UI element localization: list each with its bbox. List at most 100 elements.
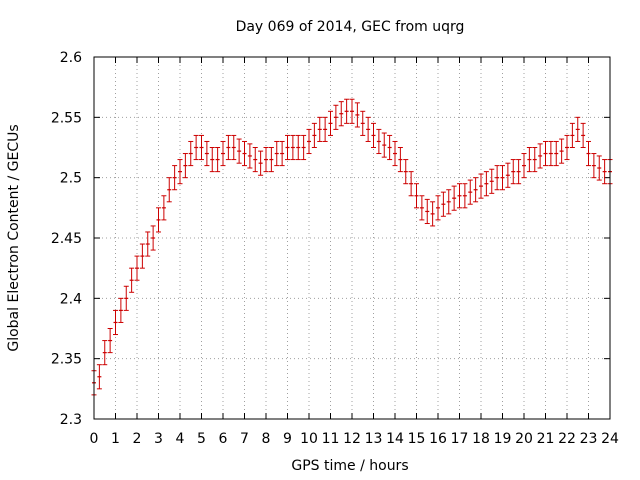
y-tick-label: 2.6 xyxy=(60,50,82,66)
x-tick-label: 14 xyxy=(386,431,404,447)
data-point xyxy=(381,132,387,158)
data-point xyxy=(397,147,403,173)
data-point xyxy=(150,225,156,251)
data-point xyxy=(145,231,151,257)
y-axis-label: Global Electron Content / GECUs xyxy=(6,124,22,351)
data-point xyxy=(242,140,247,167)
data-point xyxy=(365,116,371,142)
x-tick-label: 23 xyxy=(580,431,598,447)
data-point xyxy=(440,191,446,217)
data-point xyxy=(134,255,140,281)
data-point xyxy=(118,297,124,323)
data-point xyxy=(494,165,500,191)
data-point xyxy=(403,159,409,185)
x-tick-label: 21 xyxy=(537,431,555,447)
x-tick-label: 8 xyxy=(262,431,271,447)
data-point xyxy=(258,150,264,176)
data-point xyxy=(204,140,210,167)
data-point xyxy=(107,328,113,354)
y-tick-label: 2.45 xyxy=(51,231,82,247)
data-point xyxy=(268,147,274,173)
x-tick-label: 9 xyxy=(283,431,292,447)
x-tick-label: 24 xyxy=(601,431,619,447)
x-tick-label: 13 xyxy=(365,431,383,447)
data-point xyxy=(435,195,441,221)
data-point xyxy=(489,168,495,194)
data-point xyxy=(510,159,516,185)
data-point xyxy=(220,140,226,167)
data-point xyxy=(290,134,296,161)
data-point xyxy=(274,140,280,167)
x-tick-label: 15 xyxy=(408,431,426,447)
data-point xyxy=(580,122,586,148)
data-point xyxy=(301,134,307,161)
data-point xyxy=(161,195,167,221)
x-tick-label: 5 xyxy=(197,431,206,447)
data-point xyxy=(333,104,339,130)
data-point xyxy=(354,102,360,128)
data-point xyxy=(505,162,511,188)
data-point xyxy=(123,285,129,311)
x-tick-label: 3 xyxy=(154,431,163,447)
plot-frame xyxy=(93,56,611,420)
data-point xyxy=(467,179,473,205)
x-tick-label: 17 xyxy=(451,431,469,447)
x-tick-label: 0 xyxy=(90,431,99,447)
data-point xyxy=(199,134,204,161)
data-point xyxy=(225,134,231,161)
data-point xyxy=(543,140,548,167)
data-point xyxy=(451,185,457,211)
data-point xyxy=(247,143,253,169)
data-point xyxy=(586,140,591,167)
y-tick-label: 2.55 xyxy=(51,110,82,126)
x-tick-label: 11 xyxy=(322,431,340,447)
x-tick-label: 6 xyxy=(219,431,228,447)
data-point xyxy=(215,147,221,173)
data-point xyxy=(113,309,118,336)
y-tick-label: 2.3 xyxy=(60,412,82,428)
data-point xyxy=(575,116,581,142)
data-point xyxy=(483,171,489,197)
data-point xyxy=(360,110,366,136)
data-point xyxy=(236,138,242,164)
x-tick-label: 20 xyxy=(515,431,533,447)
x-tick-label: 19 xyxy=(494,431,512,447)
data-point xyxy=(295,134,301,161)
data-point xyxy=(129,267,135,293)
data-point xyxy=(344,98,350,124)
x-axis-label: GPS time / hours xyxy=(291,458,408,474)
data-point xyxy=(446,189,452,215)
data-point xyxy=(306,128,312,155)
data-point xyxy=(424,198,430,225)
data-point xyxy=(462,183,468,209)
data-point xyxy=(569,122,575,148)
x-tick-label: 4 xyxy=(176,431,185,447)
y-tick-label: 2.5 xyxy=(60,171,82,187)
data-point xyxy=(172,165,178,191)
x-tick-label: 22 xyxy=(558,431,576,447)
x-tick-label: 7 xyxy=(240,431,249,447)
data-point xyxy=(532,147,538,173)
data-point xyxy=(263,147,269,173)
x-tick-label: 18 xyxy=(472,431,490,447)
data-point xyxy=(537,143,543,169)
data-point xyxy=(526,147,532,173)
data-point xyxy=(387,134,393,161)
data-point xyxy=(322,116,328,142)
data-point xyxy=(96,364,102,390)
axis-ticks: 0 1 2 3 4 5 6 7 8 9 10 11 12 13 14 15 16 17 18 19 20 21 22 23 24… xyxy=(51,50,619,447)
data-point xyxy=(419,195,425,221)
data-point xyxy=(338,101,344,127)
data-point xyxy=(559,138,565,164)
data-point xyxy=(521,153,527,179)
data-point xyxy=(193,134,199,161)
data-point xyxy=(392,140,398,167)
grid xyxy=(94,57,610,419)
data-point xyxy=(209,147,215,173)
data-point xyxy=(500,165,505,191)
data-point xyxy=(252,147,258,173)
data-point xyxy=(516,159,522,185)
data-point xyxy=(231,134,237,161)
data-point xyxy=(166,177,172,203)
